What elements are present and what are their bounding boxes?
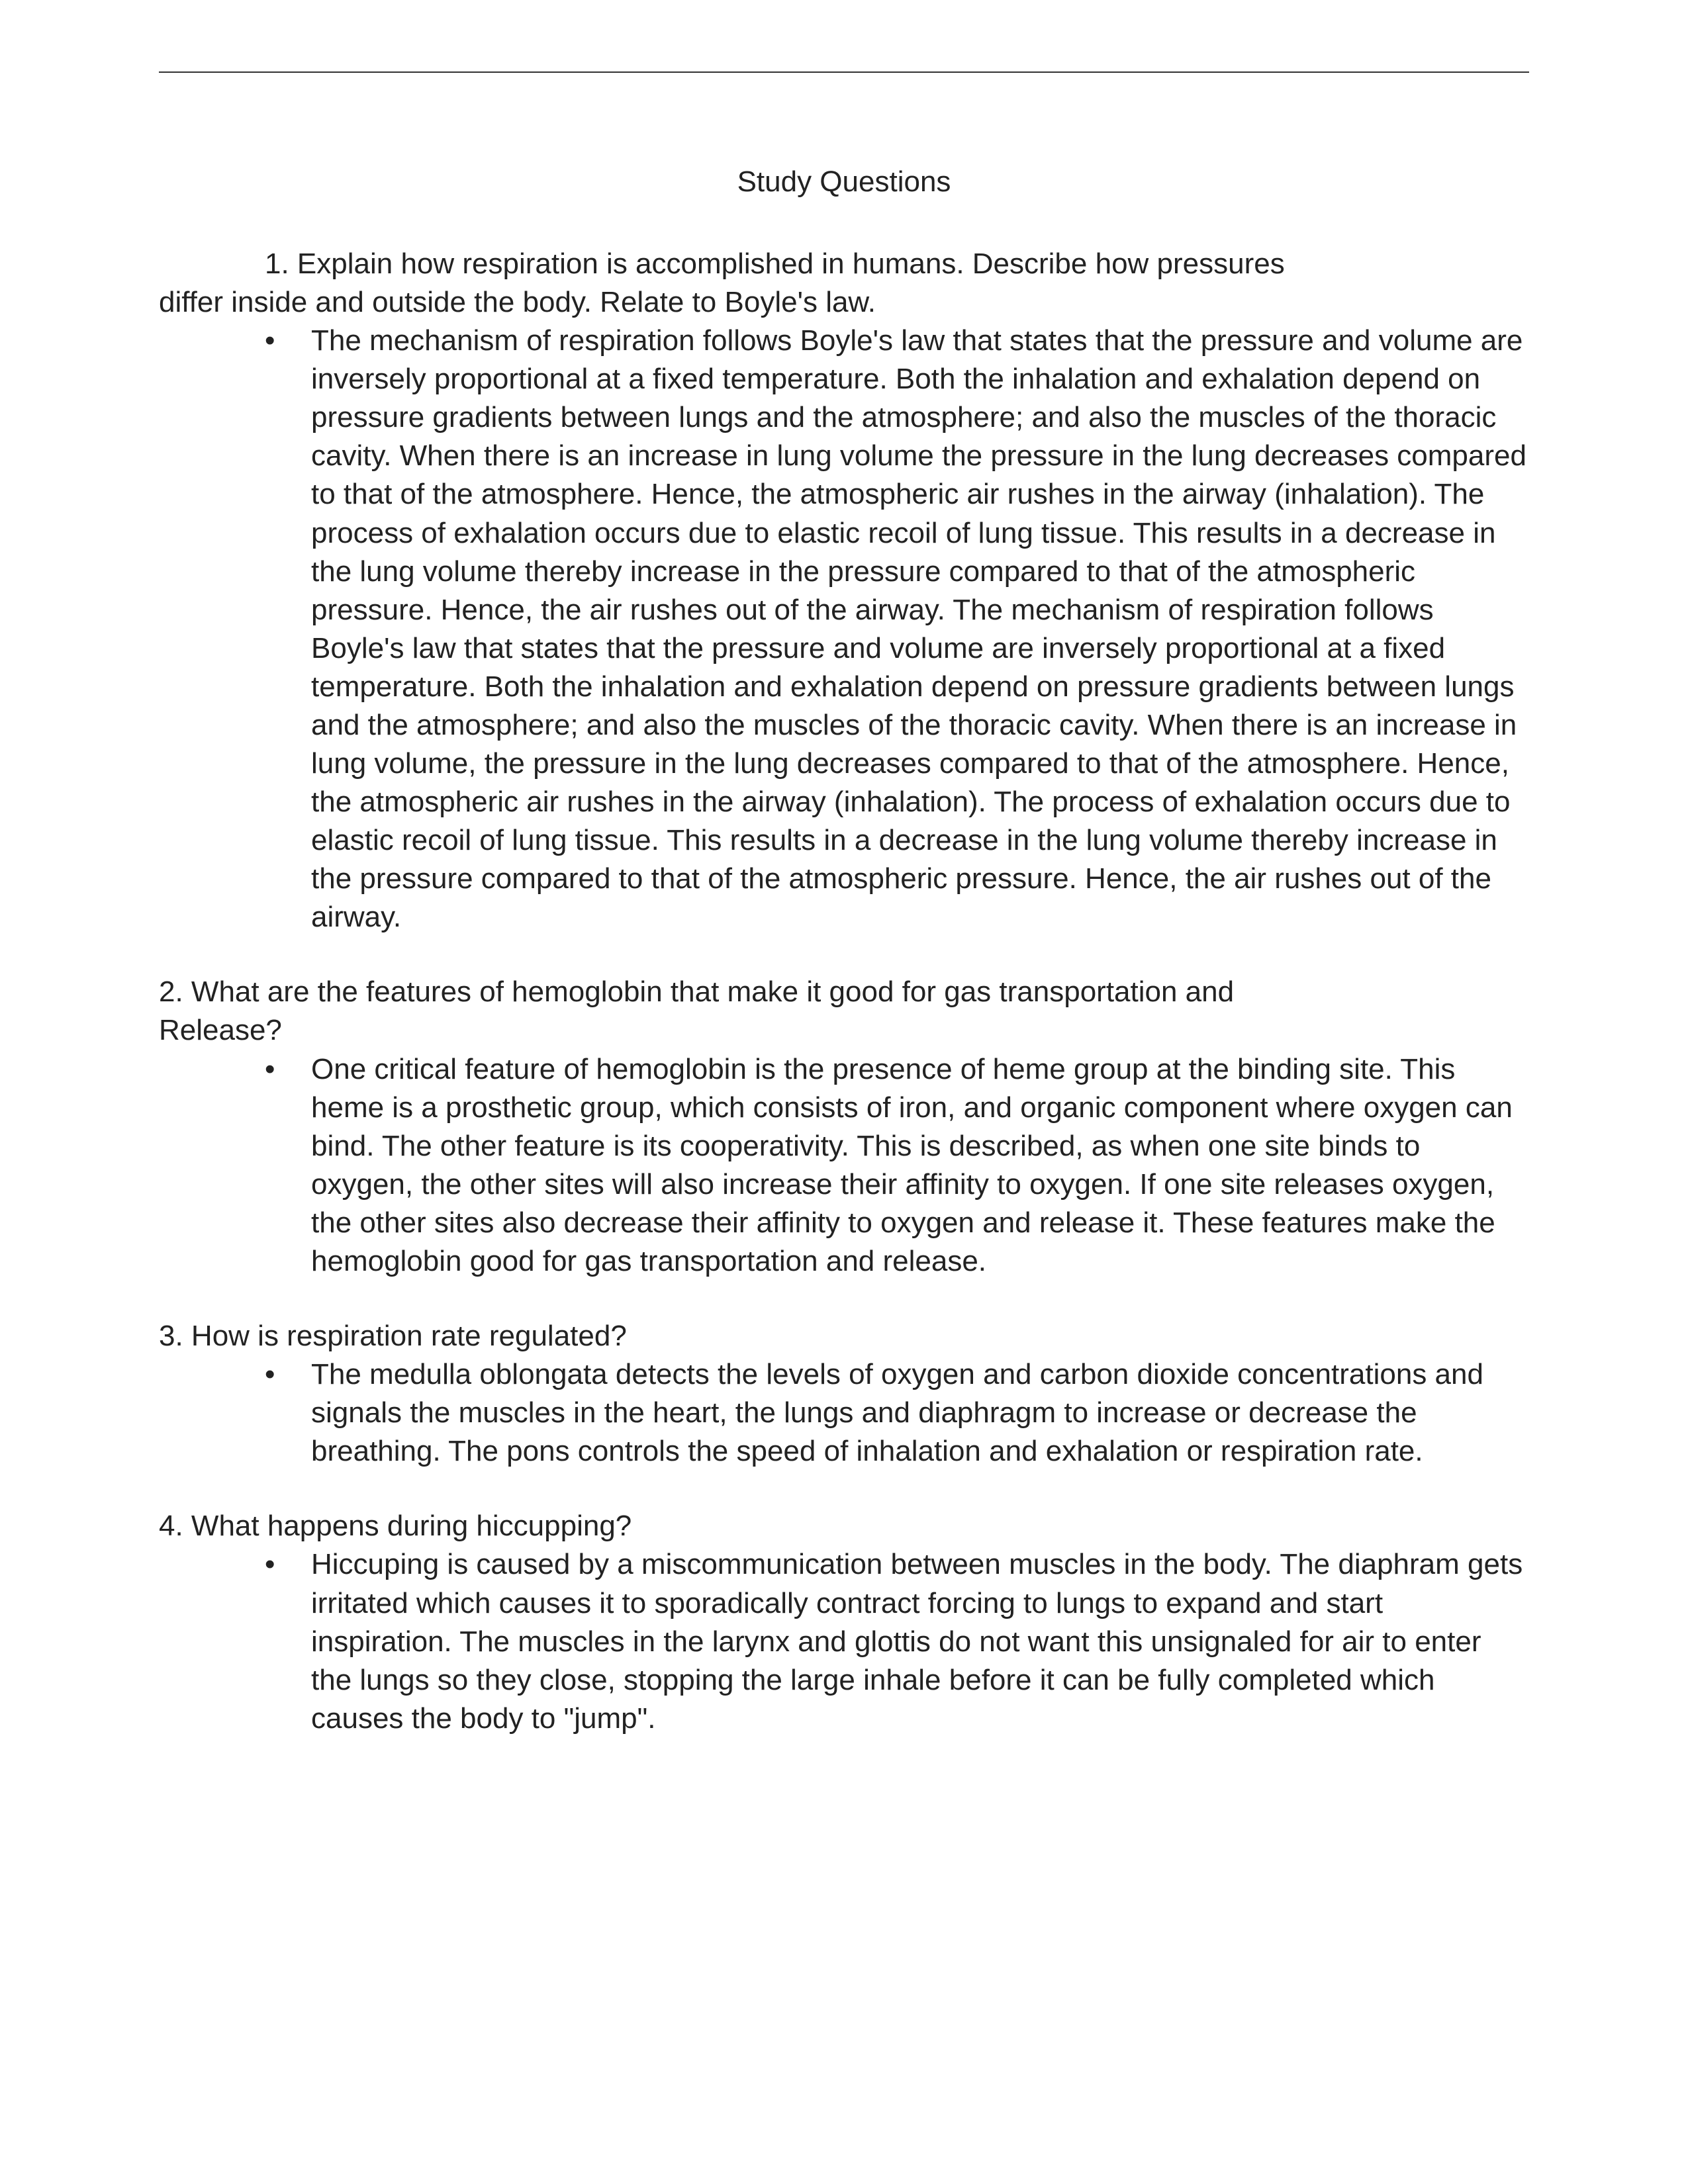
question-block: 1. Explain how respiration is accomplish… (159, 245, 1529, 936)
answer-list: One critical feature of hemoglobin is th… (159, 1050, 1529, 1281)
answer-list: The mechanism of respiration follows Boy… (159, 322, 1529, 936)
answer-list: The medulla oblongata detects the levels… (159, 1355, 1529, 1471)
question-prompt-line1: 3. How is respiration rate regulated? (159, 1317, 1529, 1355)
answer-item: The mechanism of respiration follows Boy… (265, 322, 1529, 936)
question-prompt-line2: Release? (159, 1011, 1529, 1050)
question-prompt-line1: 4. What happens during hiccupping? (159, 1507, 1529, 1545)
answer-list: Hiccuping is caused by a miscommunicatio… (159, 1545, 1529, 1737)
question-block: 2. What are the features of hemoglobin t… (159, 973, 1529, 1281)
answer-item: One critical feature of hemoglobin is th… (265, 1050, 1529, 1281)
page-title: Study Questions (159, 165, 1529, 199)
question-prompt-line1: 2. What are the features of hemoglobin t… (159, 973, 1529, 1011)
question-block: 4. What happens during hiccupping? Hiccu… (159, 1507, 1529, 1737)
answer-item: The medulla oblongata detects the levels… (265, 1355, 1529, 1471)
question-block: 3. How is respiration rate regulated? Th… (159, 1317, 1529, 1471)
answer-item: Hiccuping is caused by a miscommunicatio… (265, 1545, 1529, 1737)
header-rule (159, 71, 1529, 73)
document-page: Study Questions 1. Explain how respirati… (0, 0, 1688, 2184)
question-prompt-line2: differ inside and outside the body. Rela… (159, 283, 1529, 322)
question-prompt-line1: 1. Explain how respiration is accomplish… (159, 245, 1529, 283)
